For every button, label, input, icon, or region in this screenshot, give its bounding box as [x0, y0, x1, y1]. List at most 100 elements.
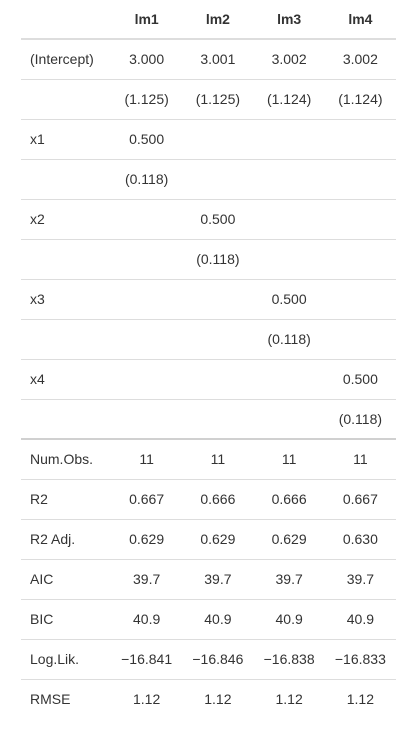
table-cell: [324, 279, 396, 320]
table-cell: 1.12: [346, 691, 374, 708]
table-cell: −16.838: [253, 639, 325, 680]
table-cell: 40.9: [324, 599, 396, 640]
table-cell: 0.667: [111, 479, 183, 520]
table-cell: 1.12: [275, 691, 303, 708]
table-cell: [182, 159, 254, 200]
table-cell: [324, 319, 396, 360]
table-cell: [111, 199, 183, 240]
table-row: x3 0.500: [21, 279, 396, 320]
header-lm3: lm3: [253, 0, 325, 40]
table-cell: (1.124): [253, 79, 325, 120]
header-lm4: lm4: [324, 0, 396, 40]
table-row: (0.118): [21, 319, 396, 360]
table-cell: 0.500: [111, 119, 183, 160]
table-cell: 3.001: [182, 39, 254, 80]
table-cell: 0.629: [253, 519, 325, 560]
table-cell: [253, 119, 325, 160]
row-label: [21, 159, 111, 200]
row-label: [21, 79, 111, 120]
row-label: x2: [21, 199, 111, 240]
table-cell: 3.002: [324, 39, 396, 80]
table-cell: 3.002: [253, 39, 325, 80]
table-cell: [111, 279, 183, 320]
table-cell: [253, 239, 325, 280]
table-cell: (0.118): [324, 399, 396, 440]
table-row: (0.118): [21, 159, 396, 200]
table-cell: [324, 119, 396, 160]
table-cell: [182, 319, 254, 360]
table-row: (0.118): [21, 239, 396, 280]
table-cell: (0.118): [253, 319, 325, 360]
row-label: R2: [21, 479, 111, 520]
table-row: R2 Adj. 0.629 0.629 0.629 0.630: [21, 519, 396, 560]
header-lm2: lm2: [182, 0, 254, 40]
table-cell: 0.629: [111, 519, 183, 560]
table-row: Num.Obs. 11 11 11 11: [21, 438, 396, 480]
table-cell: 11: [324, 438, 396, 480]
table-row: BIC 40.9 40.9 40.9 40.9: [21, 599, 396, 640]
table-cell: 40.9: [253, 599, 325, 640]
table-cell: [253, 159, 325, 200]
header-lm1: lm1: [111, 0, 183, 40]
table-cell: 40.9: [182, 599, 254, 640]
table-row: (0.118): [21, 399, 396, 440]
table-cell: 1.12: [204, 691, 232, 708]
row-label: [21, 399, 111, 440]
table-cell: (0.118): [111, 159, 183, 200]
table-cell: [324, 239, 396, 280]
row-label: AIC: [21, 559, 111, 600]
row-label: x1: [21, 119, 111, 160]
table-cell: 39.7: [111, 559, 183, 600]
table-cell: 0.500: [324, 359, 396, 400]
table-cell: 11: [182, 438, 254, 480]
table-cell: [111, 399, 183, 440]
table-cell: −16.841: [111, 639, 183, 680]
table-cell: 3.000: [111, 39, 183, 80]
table-cell: [182, 399, 254, 440]
table-cell: [182, 119, 254, 160]
table-cell: 0.500: [253, 279, 325, 320]
table-cell: 0.666: [182, 479, 254, 520]
table-cell: [182, 359, 254, 400]
table-body: (Intercept) 3.000 3.001 3.002 3.002 (1.125) (1…: [21, 39, 396, 719]
table-row: R2 0.667 0.666 0.666 0.667: [21, 479, 396, 520]
header-row: lm1 lm2 lm3 lm4: [21, 0, 396, 40]
table-cell: (0.118): [182, 239, 254, 280]
table-cell: 0.629: [182, 519, 254, 560]
table-cell: (1.125): [182, 79, 254, 120]
regression-table-container: lm1 lm2 lm3 lm4 (Intercept) 3.000 3.001 3.0…: [21, 0, 396, 719]
header-empty: [21, 0, 111, 40]
table-cell: [182, 279, 254, 320]
table-cell: 1.12: [133, 691, 161, 708]
table-row: AIC 39.7 39.7 39.7 39.7: [21, 559, 396, 600]
table-cell: −16.846: [182, 639, 254, 680]
table-cell: [111, 359, 183, 400]
table-cell: [253, 199, 325, 240]
table-cell: 39.7: [324, 559, 396, 600]
table-cell: [324, 159, 396, 200]
row-label: RMSE: [30, 691, 71, 708]
table-row: x2 0.500: [21, 199, 396, 240]
table-cell: 40.9: [111, 599, 183, 640]
table-cell: [324, 199, 396, 240]
table-cell: −16.833: [324, 639, 396, 680]
table-row: RMSE 1.12 1.12 1.12 1.12: [21, 679, 396, 719]
row-label: [21, 319, 111, 360]
table-cell: 0.666: [253, 479, 325, 520]
table-cell: 0.630: [324, 519, 396, 560]
table-row: Log.Lik. −16.841 −16.846 −16.838 −16.833: [21, 639, 396, 680]
table-cell: 0.667: [324, 479, 396, 520]
table-cell: [111, 239, 183, 280]
table-cell: 39.7: [253, 559, 325, 600]
table-cell: 11: [111, 438, 183, 480]
table-cell: (1.124): [324, 79, 396, 120]
row-label: R2 Adj.: [21, 519, 111, 560]
row-label: Num.Obs.: [21, 438, 111, 480]
table-cell: 11: [253, 438, 325, 480]
row-label: x3: [21, 279, 111, 320]
table-cell: [111, 319, 183, 360]
row-label: BIC: [21, 599, 111, 640]
table-cell: (1.125): [111, 79, 183, 120]
table-cell: [253, 399, 325, 440]
table-cell: [253, 359, 325, 400]
